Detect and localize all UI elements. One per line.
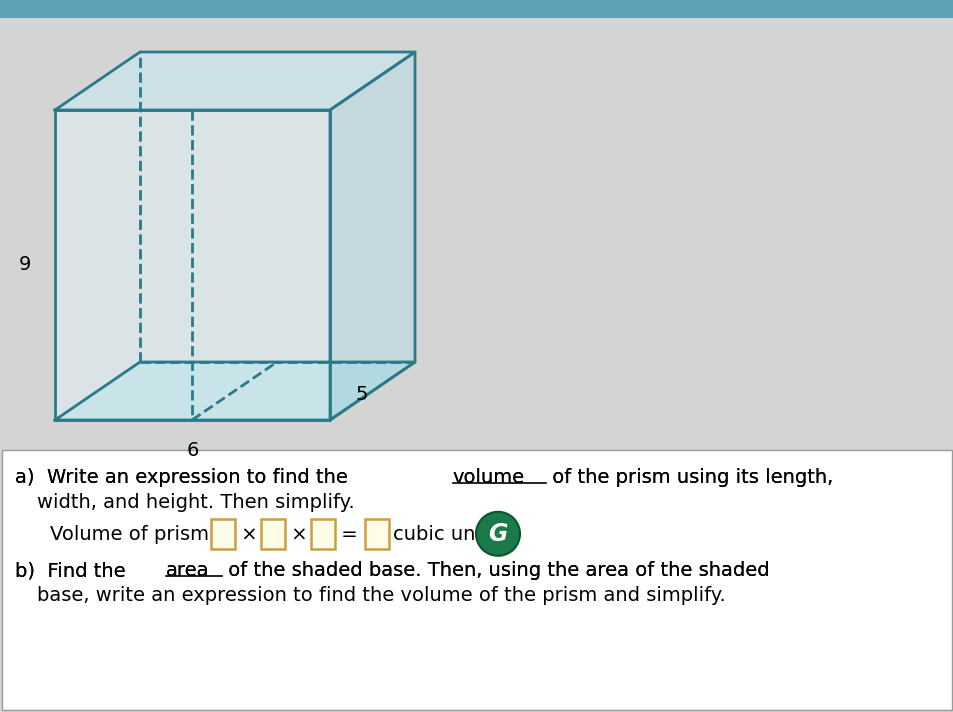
Text: cubic units: cubic units	[393, 525, 498, 544]
Polygon shape	[55, 52, 415, 110]
Text: area: area	[166, 561, 209, 580]
Bar	[0, 0, 953, 18]
Text: 6: 6	[186, 441, 198, 459]
Text: =: =	[335, 525, 364, 544]
Text: volume: volume	[452, 468, 524, 487]
Text: width, and height. Then simplify.: width, and height. Then simplify.	[37, 493, 355, 511]
Text: 5: 5	[355, 385, 368, 404]
Text: base, write an expression to find the volume of the prism and simplify.: base, write an expression to find the vo…	[37, 585, 725, 604]
Polygon shape	[330, 52, 415, 420]
Text: of the shaded base. Then, using the area of the shaded: of the shaded base. Then, using the area…	[222, 561, 769, 580]
Text: ×: ×	[285, 525, 314, 544]
Text: Volume of prism:: Volume of prism:	[50, 525, 221, 544]
Text: 9: 9	[19, 256, 31, 275]
Text: G: G	[488, 522, 507, 546]
Text: b)  Find the: b) Find the	[15, 561, 132, 580]
FancyBboxPatch shape	[2, 450, 951, 710]
Polygon shape	[55, 110, 330, 420]
Text: area: area	[166, 561, 209, 580]
FancyBboxPatch shape	[365, 519, 389, 549]
Text: ×: ×	[234, 525, 264, 544]
Text: a)  Write an expression to find the: a) Write an expression to find the	[15, 468, 354, 487]
Text: b)  Find the: b) Find the	[15, 561, 132, 580]
FancyBboxPatch shape	[261, 519, 285, 549]
Circle shape	[476, 512, 519, 556]
Text: of the prism using its length,: of the prism using its length,	[545, 468, 832, 487]
Polygon shape	[55, 362, 415, 420]
Text: of the prism using its length,: of the prism using its length,	[545, 468, 832, 487]
Text: volume: volume	[452, 468, 524, 487]
Text: a)  Write an expression to find the: a) Write an expression to find the	[15, 468, 354, 487]
Text: of the shaded base. Then, using the area of the shaded: of the shaded base. Then, using the area…	[222, 561, 769, 580]
FancyBboxPatch shape	[311, 519, 335, 549]
FancyBboxPatch shape	[211, 519, 234, 549]
